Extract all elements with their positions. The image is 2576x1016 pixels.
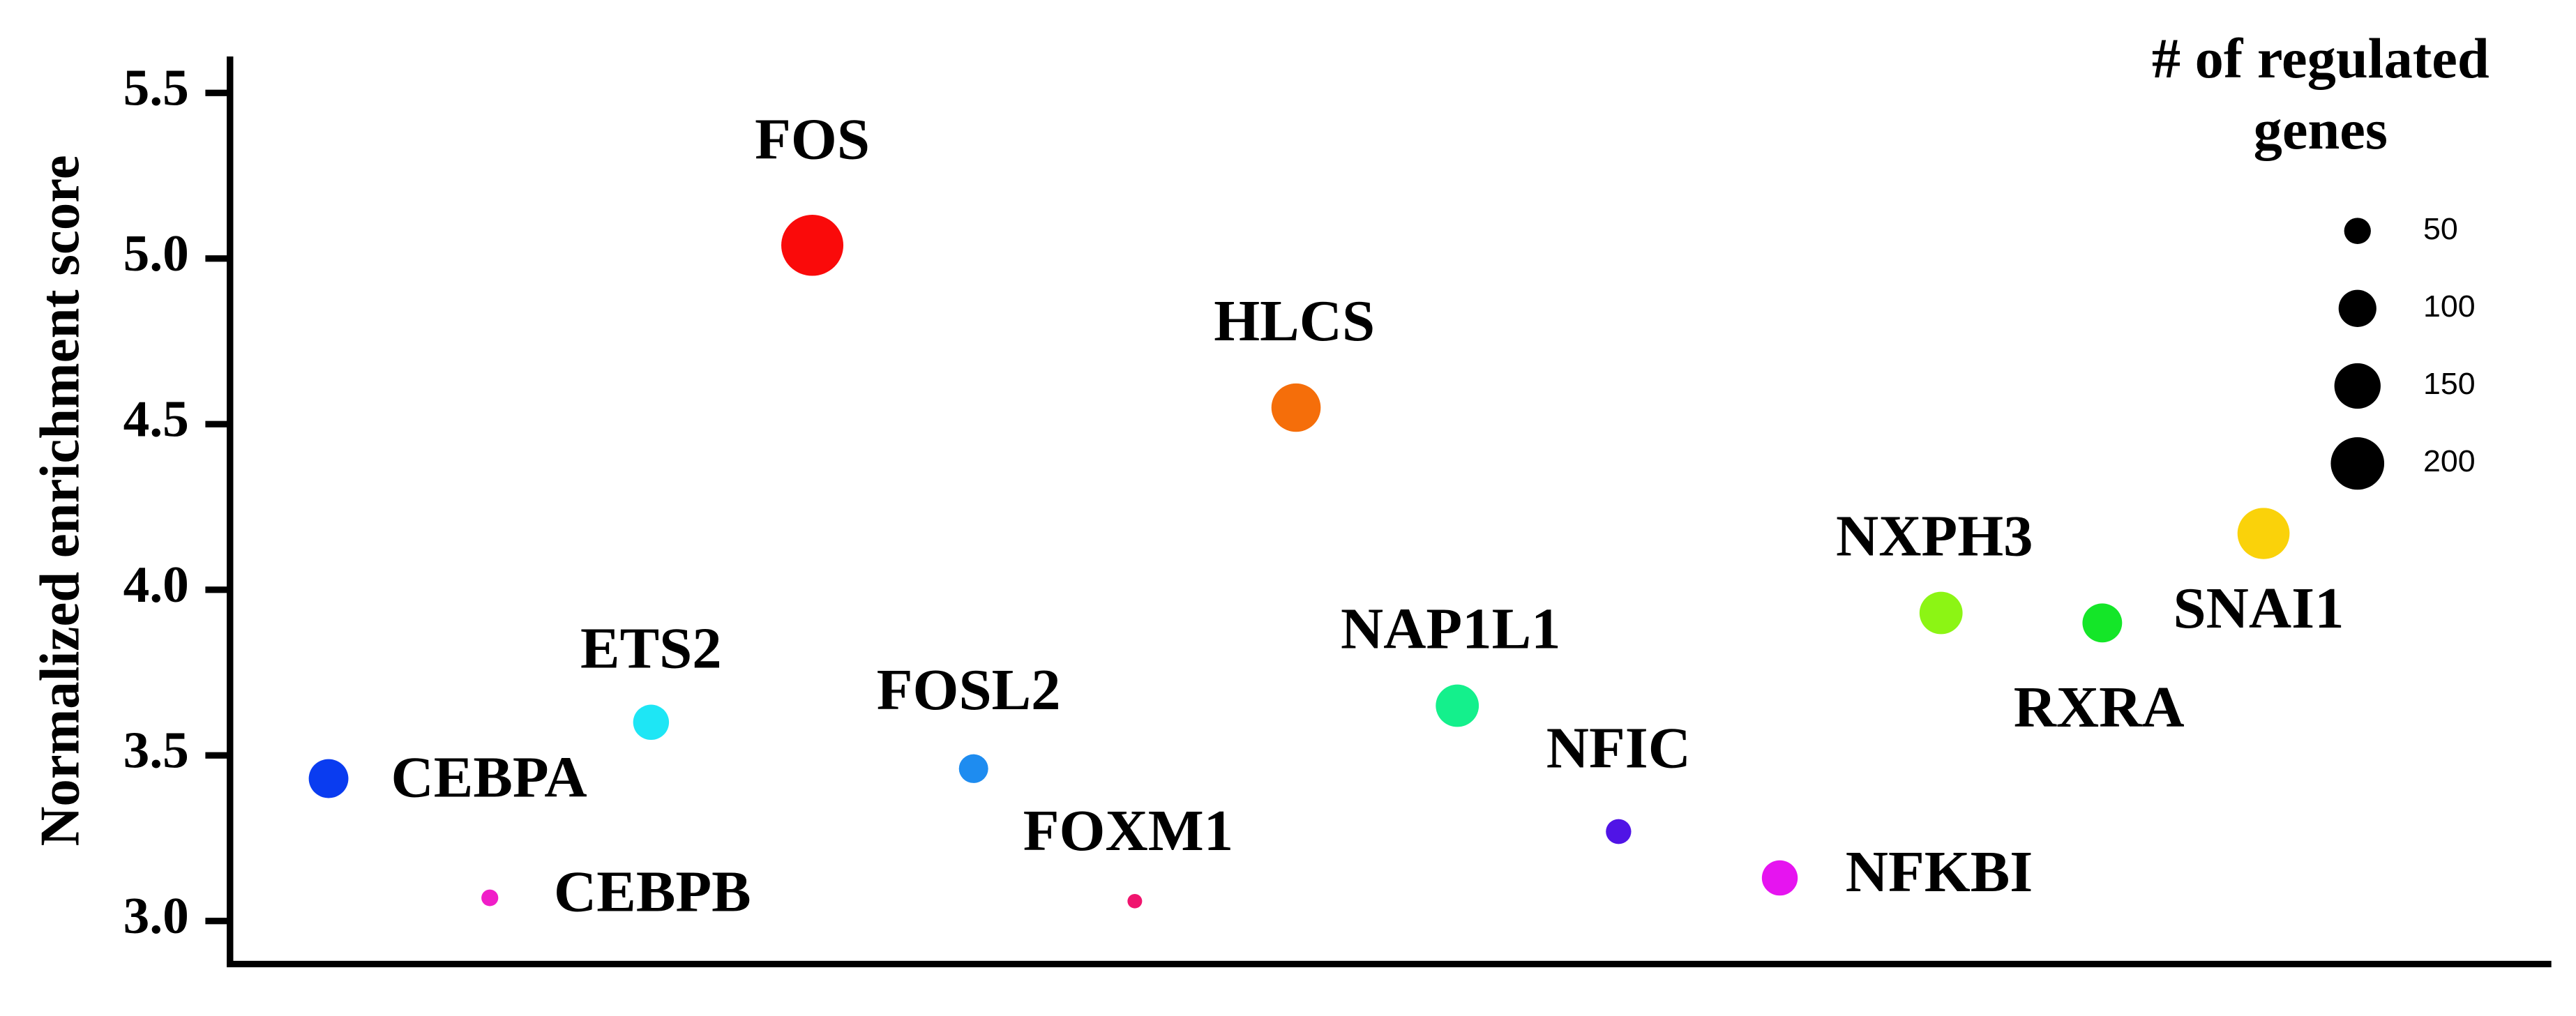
y-axis-label: Normalized enrichment score bbox=[29, 155, 91, 846]
point-label: HLCS bbox=[1214, 289, 1375, 354]
point-label: FOSL2 bbox=[877, 658, 1061, 722]
bubble bbox=[2082, 603, 2123, 643]
size-legend-box: # of regulated genes bbox=[2151, 27, 2490, 162]
bubble bbox=[1436, 684, 1479, 727]
point-label: CEBPA bbox=[391, 745, 587, 810]
point-label: FOXM1 bbox=[1023, 798, 1233, 863]
size-legend-marker bbox=[2330, 437, 2385, 490]
y-tick-label: 5.0 bbox=[123, 225, 189, 282]
size-legend-label: 150 bbox=[2423, 367, 2476, 401]
size-legend-marker bbox=[2334, 363, 2381, 409]
bubble bbox=[781, 215, 844, 276]
y-tick-label: 5.5 bbox=[123, 59, 189, 116]
bubble bbox=[1271, 383, 1321, 432]
bubble bbox=[958, 754, 988, 783]
point-label: NXPH3 bbox=[1836, 504, 2033, 568]
bubble bbox=[481, 889, 499, 907]
size-legend-marker bbox=[2344, 218, 2371, 244]
y-tick-label: 4.5 bbox=[123, 391, 189, 448]
bubble bbox=[1127, 893, 1143, 909]
point-label: RXRA bbox=[2014, 676, 2185, 740]
size-legend-label: 50 bbox=[2423, 212, 2458, 246]
size-legend-title: # of regulated genes bbox=[2151, 27, 2490, 162]
y-tick-label: 3.5 bbox=[123, 722, 189, 779]
size-legend-marker bbox=[2338, 289, 2377, 327]
point-label: CEBPB bbox=[554, 860, 751, 924]
point-label: NFKBI bbox=[1846, 840, 2033, 904]
point-label: FOS bbox=[755, 107, 870, 172]
y-tick-label: 4.0 bbox=[123, 556, 189, 613]
y-tick-label: 3.0 bbox=[123, 887, 189, 944]
point-label: ETS2 bbox=[580, 616, 722, 681]
point-label: NAP1L1 bbox=[1341, 597, 1561, 661]
size-legend-label: 100 bbox=[2423, 289, 2476, 324]
bubble bbox=[633, 704, 670, 741]
bubble bbox=[1761, 860, 1798, 896]
point-label: NFIC bbox=[1546, 716, 1691, 780]
bubble bbox=[1919, 591, 1963, 635]
size-legend-label: 200 bbox=[2423, 445, 2476, 479]
bubble bbox=[308, 759, 349, 798]
bubble bbox=[1606, 819, 1632, 844]
bubble bbox=[2237, 508, 2290, 559]
point-label: SNAI1 bbox=[2173, 577, 2344, 641]
